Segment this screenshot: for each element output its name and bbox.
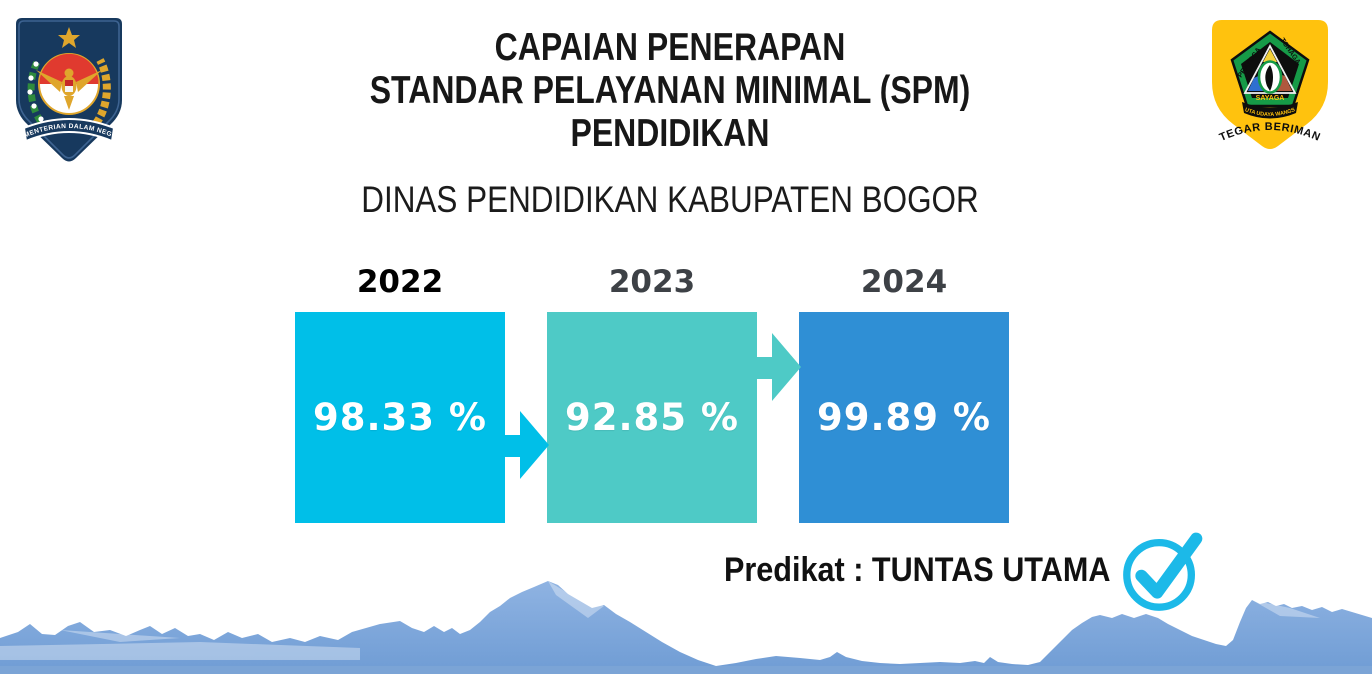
title-line-1: CAPAIAN PENERAPAN [494,26,846,69]
value-box-2024: 99.89 % [799,312,1009,523]
wreath-left-leaves-icon [27,58,51,133]
right-arrow-icon-2 [755,333,801,401]
page-subtitle: DINAS PENDIDIKAN KABUPATEN BOGOR [361,179,979,220]
kemendagri-logo: KEMENTERIAN DALAM NEGERI [8,12,122,162]
mountain-range [0,581,1372,674]
bogor-text-center: SAYAGA [1256,95,1285,102]
star-icon [58,27,80,48]
mountain-base-strip [0,666,1372,674]
right-arrow-shape [503,411,549,479]
title-line-3: PENDIDIKAN [570,112,770,155]
bogor-logo: PRAYOGA TOHAGA SAYAGA KUTA UDAYA WANGSA … [1208,16,1328,149]
year-label: 2022 [356,264,444,300]
mountain-peak-icon [1263,49,1277,62]
value-box-2022: 98.33 % [295,312,505,523]
kujang-icon [1265,65,1273,91]
predikat-row: Predikat : TUNTAS UTAMA [681,527,1206,613]
check-circle-outline [1123,538,1195,611]
value-label: 98.33 % [313,396,487,439]
title-line-2: STANDAR PELAYANAN MINIMAL (SPM) [369,69,971,112]
snow-patches [0,581,1320,660]
right-arrow-icon-1 [503,411,549,479]
kemendagri-inner-border [18,20,120,159]
check-circle-icon [1123,532,1203,611]
year-label: 2024 [860,264,948,300]
timeline-column-2022: 2022 98.33 % [295,262,505,523]
value-label: 99.89 % [817,396,991,439]
garuda-shield-white [65,86,73,92]
year-label: 2023 [608,264,696,300]
check-mark [1135,532,1203,599]
timeline-column-2024: 2024 99.89 % [799,262,1009,523]
predikat-label: Predikat : TUNTAS UTAMA [723,550,1110,589]
garuda-shield-red [65,80,73,86]
value-box-2023: 92.85 % [547,312,757,523]
right-arrow-shape [755,333,801,401]
page-title: CAPAIAN PENERAPAN STANDAR PELAYANAN MINI… [107,26,1232,155]
mountain-silhouette [0,581,1372,674]
timeline-column-2023: 2023 92.85 % [547,262,757,523]
bogor-banner [1242,102,1298,119]
value-label: 92.85 % [565,396,739,439]
header: CAPAIAN PENERAPAN STANDAR PELAYANAN MINI… [0,26,1356,221]
kemendagri-banner [22,118,116,143]
wreath-right-paddy-icon [87,58,111,133]
